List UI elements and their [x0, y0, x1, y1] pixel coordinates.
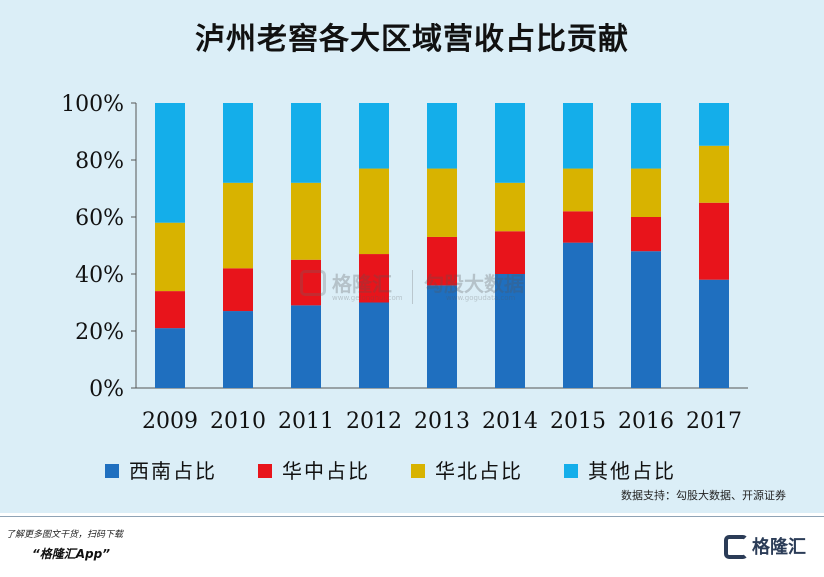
legend-swatch: [564, 464, 578, 478]
legend-swatch: [258, 464, 272, 478]
bar-segment-4: [631, 103, 661, 169]
gelonghui-logo-icon: [724, 535, 748, 559]
bar-segment-3: [427, 168, 457, 237]
bar-segment-2: [699, 202, 729, 280]
bar-segment-3: [223, 182, 253, 269]
bar-segment-4: [427, 103, 457, 169]
y-tick-label: 40%: [75, 263, 124, 288]
bar-segment-1: [291, 305, 321, 388]
watermark-brand2: 勾股大数据: [424, 272, 524, 296]
bar-segment-2: [291, 259, 321, 306]
bar-segment-1: [495, 274, 525, 388]
bar-segment-1: [699, 279, 729, 388]
data-source-note: 数据支持：勾股大数据、开源证券: [621, 489, 786, 502]
footer-divider: [0, 516, 824, 517]
bar-segment-2: [223, 268, 253, 312]
legend-label: 其他占比: [588, 459, 676, 483]
bar-segment-3: [563, 168, 593, 212]
footer-brand-text: 格隆汇: [752, 537, 806, 558]
bar-segment-2: [359, 254, 389, 303]
bar-segment-4: [155, 103, 185, 223]
x-tick-label: 2014: [482, 409, 538, 434]
bar-segment-3: [495, 182, 525, 232]
footer-note: 了解更多图文干货，扫码下载: [6, 530, 124, 540]
bar-segment-4: [563, 103, 593, 169]
bar-segment-1: [631, 251, 661, 388]
x-tick-label: 2017: [686, 409, 742, 434]
bar-segment-2: [495, 231, 525, 274]
legend-swatch: [105, 464, 119, 478]
y-tick-label: 20%: [75, 320, 124, 345]
bar-segment-3: [155, 222, 185, 292]
bar-segment-1: [155, 328, 185, 388]
bar-segment-4: [495, 103, 525, 183]
bar-segment-2: [427, 236, 457, 286]
watermark-divider: [412, 270, 413, 304]
bar-segment-1: [427, 285, 457, 388]
x-tick-label: 2011: [278, 409, 334, 434]
x-tick-label: 2016: [618, 409, 674, 434]
legend-label: 华北占比: [435, 459, 523, 483]
footer-brand: 格隆汇: [724, 531, 814, 567]
bar-segment-4: [699, 103, 729, 146]
x-tick-label: 2009: [142, 409, 198, 434]
bar-segment-4: [223, 103, 253, 183]
x-tick-label: 2015: [550, 409, 606, 434]
bar-segment-4: [291, 103, 321, 183]
y-tick-label: 80%: [75, 149, 124, 174]
watermark: 格隆汇 www.gelonghui.com 勾股大数据 www.gogudata…: [300, 268, 540, 308]
bar-segment-3: [291, 182, 321, 260]
bar-segment-1: [359, 302, 389, 388]
gelonghui-logo-icon: [300, 270, 326, 296]
bar-segment-2: [155, 291, 185, 329]
legend-label: 西南占比: [129, 459, 217, 483]
x-tick-label: 2010: [210, 409, 266, 434]
legend-label: 华中占比: [282, 459, 370, 483]
stacked-bar-chart: 0% 20% 40% 60% 80% 100% 2009 2010 2011 2012 2013 20…: [61, 92, 748, 483]
bar-segment-3: [699, 145, 729, 203]
bar-segment-2: [563, 211, 593, 243]
watermark-brand2-url: www.gogudata.com: [446, 294, 516, 302]
bar-segment-1: [223, 311, 253, 388]
bar-segment-3: [359, 168, 389, 255]
watermark-brand1-url: www.gelonghui.com: [332, 294, 403, 302]
y-tick-label: 60%: [75, 206, 124, 231]
chart-card: 泸州老窖各大区域营收占比贡献 0% 20% 40% 60% 80% 100% 2009 201…: [0, 0, 824, 513]
y-tick-label: 100%: [61, 92, 124, 117]
footer-app-name: “格隆汇App”: [32, 547, 110, 561]
bar-segment-3: [631, 168, 661, 217]
chart-title: 泸州老窖各大区域营收占比贡献: [195, 22, 629, 57]
legend-swatch: [411, 464, 425, 478]
bar-segment-1: [563, 242, 593, 388]
bar-segment-4: [359, 103, 389, 169]
watermark-brand1: 格隆汇: [332, 272, 392, 296]
x-tick-label: 2012: [346, 409, 402, 434]
y-tick-label: 0%: [89, 377, 124, 402]
x-tick-label: 2013: [414, 409, 470, 434]
bar-segment-2: [631, 217, 661, 252]
